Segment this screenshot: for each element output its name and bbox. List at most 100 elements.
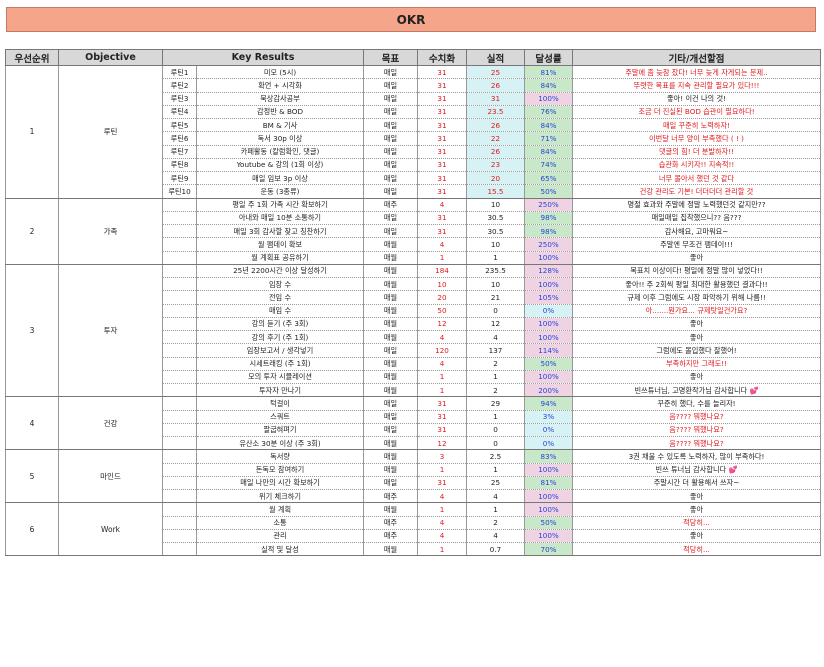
note-cell[interactable]: 뚜렷한 목표를 지속 관리할 필요가 있다!!! [572,78,821,93]
result-cell[interactable]: 20 [466,171,525,186]
result-cell[interactable]: 10 [466,237,525,252]
achievement-cell[interactable]: 100% [524,277,573,292]
routine-tag-cell[interactable] [162,251,197,265]
routine-tag-cell[interactable]: 루틴1 [162,65,197,80]
target-cell[interactable]: 12 [417,317,467,332]
header-achievement[interactable]: 달성률 [524,49,573,66]
routine-tag-cell[interactable] [162,516,197,530]
objective-cell[interactable]: 가족 [58,198,163,265]
routine-tag-cell[interactable] [162,436,197,451]
achievement-cell[interactable]: 100% [524,463,573,477]
routine-tag-cell[interactable] [162,290,197,305]
note-cell[interactable]: 너무 몰아서 했던 것 같다 [572,171,821,186]
routine-tag-cell[interactable] [162,410,197,424]
key-result-cell[interactable]: 미모 (5시) [196,65,364,80]
goal-cell[interactable]: 매월 [363,251,418,265]
priority-cell[interactable]: 4 [5,396,59,451]
note-cell[interactable]: 아.......뭔가요... 규제탓일건가요? [572,304,821,318]
result-cell[interactable]: 137 [466,343,525,358]
target-cell[interactable]: 4 [417,516,467,530]
routine-tag-cell[interactable] [162,264,197,279]
target-cell[interactable]: 4 [417,237,467,252]
goal-cell[interactable]: 매일 [363,343,418,358]
result-cell[interactable]: 2 [466,383,525,398]
routine-tag-cell[interactable] [162,383,197,398]
note-cell[interactable]: 매일 꾸준히 노력하자! [572,118,821,133]
goal-cell[interactable]: 매주 [363,489,418,504]
key-result-cell[interactable]: 실적 및 달성 [196,542,364,557]
routine-tag-cell[interactable]: 루틴5 [162,118,197,133]
target-cell[interactable]: 31 [417,78,467,93]
goal-cell[interactable]: 매일 [363,118,418,133]
achievement-cell[interactable]: 98% [524,224,573,239]
goal-cell[interactable]: 매일 [363,476,418,491]
target-cell[interactable]: 31 [417,92,467,106]
key-result-cell[interactable]: 턱걸이 [196,396,364,411]
note-cell[interactable]: 좋아 [572,251,821,265]
key-result-cell[interactable]: BM & 기사 [196,118,364,133]
target-cell[interactable]: 10 [417,277,467,292]
achievement-cell[interactable]: 50% [524,184,573,199]
result-cell[interactable]: 0 [466,423,525,438]
result-cell[interactable]: 31 [466,92,525,106]
key-result-cell[interactable]: 관리 [196,529,364,544]
objective-cell[interactable]: 루틴 [58,65,163,199]
priority-cell[interactable]: 3 [5,264,59,398]
note-cell[interactable]: 규제 이후 그럼에도 시장 파악하기 위해 나름!! [572,290,821,305]
goal-cell[interactable]: 매일 [363,184,418,199]
routine-tag-cell[interactable] [162,317,197,332]
routine-tag-cell[interactable] [162,237,197,252]
key-result-cell[interactable]: 소통 [196,516,364,530]
target-cell[interactable]: 1 [417,383,467,398]
result-cell[interactable]: 1 [466,502,525,517]
header-target[interactable]: 수치화 [417,49,467,66]
goal-cell[interactable]: 매일 [363,158,418,173]
result-cell[interactable]: 2 [466,516,525,530]
result-cell[interactable]: 23 [466,158,525,173]
goal-cell[interactable]: 매월 [363,277,418,292]
result-cell[interactable]: 1 [466,370,525,385]
note-cell[interactable]: 음???? 뭐했나요? [572,423,821,438]
key-result-cell[interactable]: 묵상감사공부 [196,92,364,106]
achievement-cell[interactable]: 3% [524,410,573,424]
key-result-cell[interactable]: 확언 + 시각화 [196,78,364,93]
goal-cell[interactable]: 매월 [363,449,418,464]
achievement-cell[interactable]: 84% [524,118,573,133]
key-result-cell[interactable]: 전임 수 [196,290,364,305]
key-result-cell[interactable]: 매일 3회 감사할 찾고 칭찬하기 [196,224,364,239]
routine-tag-cell[interactable] [162,476,197,491]
result-cell[interactable]: 15.5 [466,184,525,199]
routine-tag-cell[interactable] [162,449,197,464]
target-cell[interactable]: 1 [417,463,467,477]
routine-tag-cell[interactable] [162,211,197,226]
note-cell[interactable]: 목표치 이상이다! 평일에 정말 많이 넣었다!! [572,264,821,279]
result-cell[interactable]: 10 [466,277,525,292]
key-result-cell[interactable]: 돈독모 참여하기 [196,463,364,477]
target-cell[interactable]: 31 [417,118,467,133]
target-cell[interactable]: 50 [417,304,467,318]
achievement-cell[interactable]: 50% [524,516,573,530]
target-cell[interactable]: 4 [417,529,467,544]
achievement-cell[interactable]: 0% [524,304,573,318]
routine-tag-cell[interactable] [162,489,197,504]
key-result-cell[interactable]: 매임 수 [196,304,364,318]
result-cell[interactable]: 12 [466,317,525,332]
result-cell[interactable]: 2.5 [466,449,525,464]
key-result-cell[interactable]: 스쿼트 [196,410,364,424]
note-cell[interactable]: 3권 채울 수 있도록 노력하자, 많이 부족하다! [572,449,821,464]
result-cell[interactable]: 2 [466,357,525,371]
target-cell[interactable]: 1 [417,542,467,557]
result-cell[interactable]: 21 [466,290,525,305]
goal-cell[interactable]: 매일 [363,171,418,186]
result-cell[interactable]: 0.7 [466,542,525,557]
note-cell[interactable]: 건강 관리도 기본! 더더더더 관리할 것 [572,184,821,199]
note-cell[interactable]: 좋아 [572,317,821,332]
goal-cell[interactable]: 매일 [363,78,418,93]
target-cell[interactable]: 120 [417,343,467,358]
header-key-results[interactable]: Key Results [162,49,364,66]
result-cell[interactable]: 4 [466,489,525,504]
routine-tag-cell[interactable]: 루틴7 [162,145,197,159]
key-result-cell[interactable]: 매일 임보 3p 이상 [196,171,364,186]
key-result-cell[interactable]: 월 팸데이 확보 [196,237,364,252]
target-cell[interactable]: 4 [417,357,467,371]
